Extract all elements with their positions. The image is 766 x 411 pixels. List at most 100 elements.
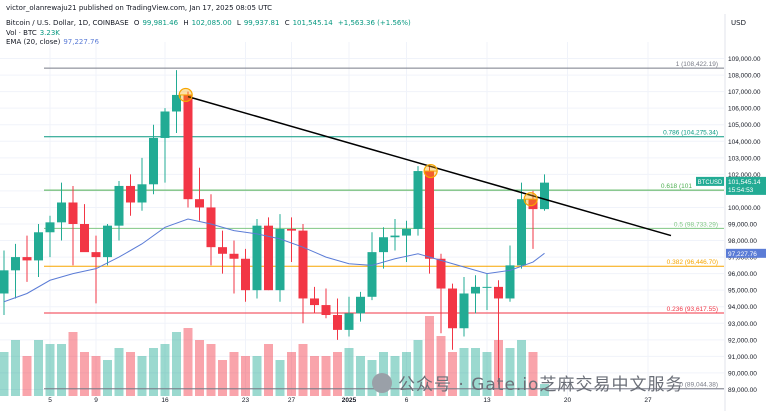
candle-body — [367, 252, 377, 297]
price-tick-label: 100,000.00 — [728, 205, 761, 212]
close-value: 101,545.14 — [292, 19, 333, 27]
volume-bar — [80, 352, 89, 396]
price-tick-label: 105,000.00 — [728, 122, 761, 129]
date-tick-label: 23 — [242, 397, 250, 404]
volume-bar — [57, 344, 66, 396]
price-tick-label: 98,000.00 — [728, 238, 757, 245]
volume-bar — [126, 352, 135, 396]
trendline — [187, 95, 672, 237]
volume-bar — [241, 356, 250, 396]
candle-body — [183, 94, 193, 200]
candle-body — [206, 207, 216, 248]
symbol-tag-text: BTCUSD — [698, 180, 723, 186]
volume-bar — [252, 356, 262, 396]
candle-body — [528, 199, 538, 210]
candle-body — [505, 265, 515, 299]
candle-body — [68, 202, 78, 224]
candle-body — [333, 315, 342, 330]
candle-body — [344, 313, 354, 330]
candle-body — [103, 225, 112, 258]
date-tick-label: 27 — [644, 397, 652, 404]
candle-body — [57, 202, 66, 223]
price-tick-label: 96,000.00 — [728, 271, 757, 278]
low-label: L — [236, 19, 241, 27]
volume-bar — [172, 332, 181, 396]
candle-body — [425, 171, 434, 259]
volume-bar — [471, 348, 480, 396]
volume-bar — [275, 360, 285, 396]
fib-level-label: 0.382 (96,446.70) — [667, 259, 718, 266]
fib-level-label: 0 (89,044.38) — [679, 382, 718, 389]
candle-body — [448, 288, 457, 329]
candle-body — [402, 228, 411, 236]
volume-label: Vol · BTC — [6, 29, 37, 37]
candle-body — [436, 258, 446, 289]
candle-body — [310, 298, 319, 306]
volume-bar — [160, 344, 170, 396]
wechat-logo-icon — [372, 373, 392, 393]
volume-bar — [482, 352, 492, 396]
volume-value: 3.23K — [39, 29, 60, 37]
open-value: 99,981.46 — [142, 19, 179, 27]
publisher-line: victor_olanrewaju21 published on Trading… — [6, 4, 273, 12]
price-tick-label: 93,000.00 — [728, 321, 757, 328]
ema-price-text: 97,227.76 — [728, 251, 757, 258]
date-tick-label: 9 — [94, 397, 98, 404]
date-tick-label: 27 — [288, 397, 296, 404]
symbol-tag — [696, 176, 724, 186]
volume-bar — [287, 352, 296, 396]
price-tick-label: 107,000.00 — [728, 89, 761, 96]
candle-body — [137, 184, 147, 203]
ema-value: 97,227.76 — [63, 38, 99, 46]
volume-legend[interactable]: Vol · BTC 3.23K — [6, 29, 63, 37]
high-label: H — [183, 19, 189, 27]
volume-bar — [45, 344, 55, 396]
candle-body — [321, 305, 331, 315]
volume-bar — [517, 340, 526, 396]
fib-level-label: 0.786 (104,275.34) — [663, 130, 718, 137]
volume-bar — [68, 332, 78, 396]
candle-body — [241, 258, 250, 291]
price-tick-label: 104,000.00 — [728, 139, 761, 146]
volume-bar — [206, 344, 216, 396]
candle-body — [379, 237, 388, 253]
price-tick-label: 91,000.00 — [728, 354, 757, 361]
date-tick-label: 2025 — [342, 397, 357, 404]
change-value: +1,563.36 (+1.56%) — [337, 19, 411, 27]
ema-legend[interactable]: EMA (20, close) 97,227.76 — [6, 38, 102, 46]
price-tick-label: 99,000.00 — [728, 222, 757, 229]
candle-body — [91, 252, 101, 258]
price-tick-label: 102,000.00 — [728, 172, 761, 179]
low-value: 99,937.81 — [243, 19, 280, 27]
fib-level-label: 1 (108,422.19) — [676, 61, 718, 68]
volume-bar — [0, 352, 9, 396]
candle-body — [390, 235, 400, 238]
candle-body — [517, 199, 526, 266]
symbol-ohlc-line: Bitcoin / U.S. Dollar, 1D, COINBASE O 99,… — [6, 19, 414, 27]
candle-body — [126, 185, 135, 203]
candle-body — [34, 232, 43, 261]
open-label: O — [133, 19, 140, 27]
price-tick-label: 108,000.00 — [728, 73, 761, 80]
date-tick-label: 6 — [405, 397, 409, 404]
watermark: 公众号 · Gate.io芝麻交易中文服务 — [372, 370, 683, 395]
candle-body — [471, 286, 480, 294]
candle-body — [0, 270, 9, 294]
symbol-name[interactable]: Bitcoin / U.S. Dollar, 1D, COINBASE — [6, 19, 129, 27]
watermark-text: 公众号 · Gate.io芝麻交易中文服务 — [398, 375, 684, 395]
candle-body — [80, 224, 89, 253]
volume-bar — [137, 356, 147, 396]
date-tick-label: 5 — [48, 397, 52, 404]
high-value: 102,085.00 — [191, 19, 232, 27]
price-tick-label: 103,000.00 — [728, 155, 761, 162]
candle-body — [494, 286, 503, 299]
price-tick-label: 97,000.00 — [728, 255, 757, 262]
volume-bar — [356, 356, 365, 396]
candle-body — [218, 247, 227, 254]
candle-body — [413, 171, 423, 229]
price-tick-label: 109,000.00 — [728, 56, 761, 63]
volume-bar — [91, 356, 101, 396]
volume-bar — [298, 344, 308, 396]
volume-bar — [114, 348, 124, 396]
